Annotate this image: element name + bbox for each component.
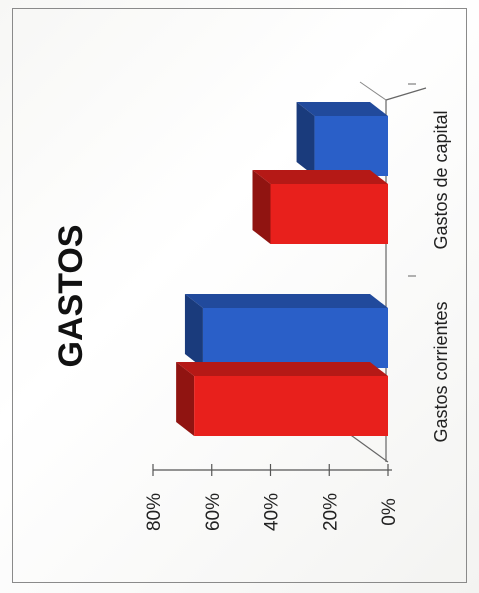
floor-edge-top: [359, 81, 387, 101]
bar-side: [252, 170, 388, 184]
bar-cap: [296, 102, 315, 176]
bar-side: [184, 294, 388, 308]
bar: [296, 102, 388, 176]
bar-cap: [184, 294, 203, 368]
category-label: Gastos corrientes: [431, 301, 451, 442]
bar: [176, 362, 388, 436]
bar: [252, 170, 388, 244]
category-label: Gastos de capital: [431, 110, 451, 249]
tick-label: 40%: [262, 493, 283, 531]
bar-front: [314, 116, 388, 176]
chart-frame: [12, 8, 467, 583]
bar-side: [176, 362, 388, 376]
bar-front: [202, 308, 388, 368]
tick-label: 20%: [320, 493, 341, 531]
tick-label: 60%: [203, 493, 224, 531]
value-axis-ticks: 0% 20% 40% 60% 80%: [144, 464, 400, 531]
bar-front: [270, 184, 388, 244]
bar-cap: [176, 362, 195, 436]
back-wall-edge: [385, 87, 427, 462]
bar: [184, 294, 388, 368]
tick-label: 0%: [379, 498, 400, 526]
tick-label: 80%: [144, 493, 165, 531]
bar-cap: [252, 170, 271, 244]
bar-front: [194, 376, 388, 436]
bar-side: [296, 102, 388, 116]
chart-bars: [176, 102, 388, 436]
category-axis-labels: Gastos corrientes Gastos de capital: [408, 83, 451, 443]
chart-title: GASTOS: [52, 225, 90, 368]
